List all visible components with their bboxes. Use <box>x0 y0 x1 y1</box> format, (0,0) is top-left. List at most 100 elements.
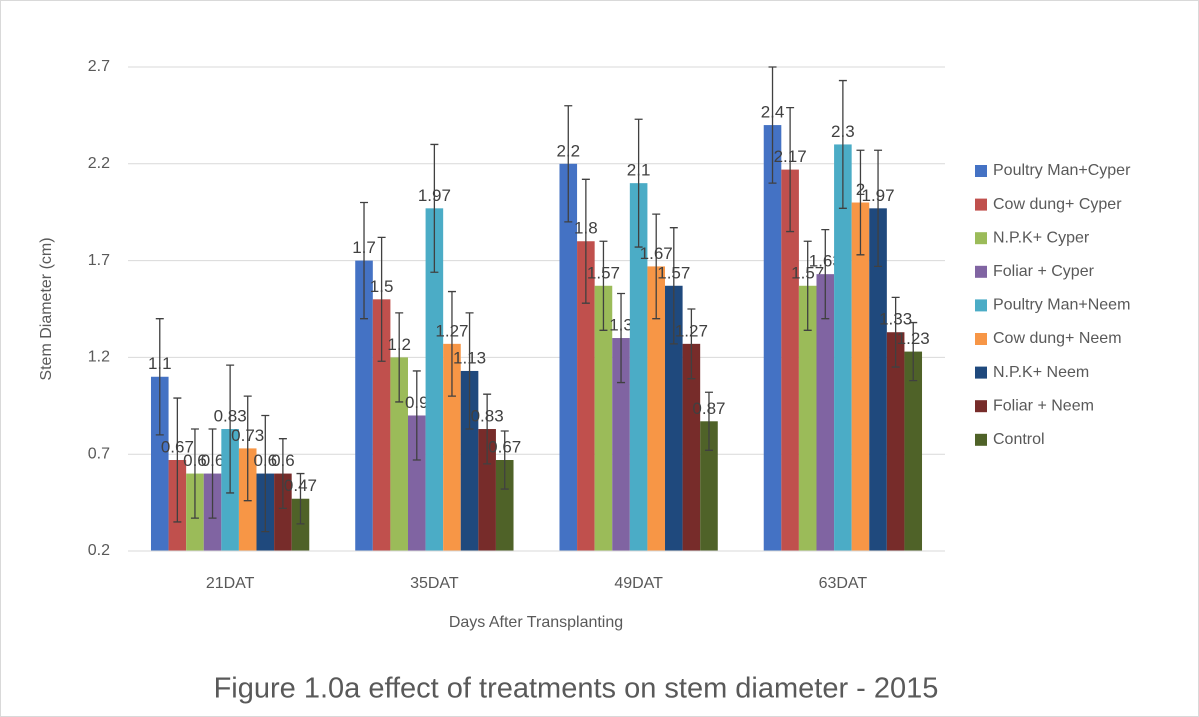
bar <box>390 357 408 551</box>
legend-label: Poultry Man+Neem <box>993 297 1130 314</box>
data-label: 0.73 <box>231 426 264 445</box>
legend-label: Control <box>993 431 1045 448</box>
error-bar <box>909 321 918 382</box>
data-label: 0.87 <box>692 399 725 418</box>
error-bar <box>447 290 456 397</box>
bar <box>665 285 683 551</box>
bar <box>443 343 461 551</box>
y-tick-label: 0.7 <box>88 445 110 462</box>
error-bar <box>599 240 608 331</box>
legend-swatch <box>975 433 987 446</box>
y-tick-label: 2.2 <box>88 155 110 172</box>
data-label: 2.17 <box>774 147 807 166</box>
data-label: 1.33 <box>879 310 912 329</box>
legend-swatch <box>975 165 987 177</box>
y-tick-label: 0.2 <box>88 542 110 559</box>
bar <box>355 260 373 551</box>
data-label: 1.1 <box>148 354 172 373</box>
bar <box>425 208 444 551</box>
error-bar <box>803 240 812 331</box>
error-bar <box>261 414 270 533</box>
bar <box>495 460 514 551</box>
legend-label: Poultry Man+Cyper <box>993 162 1131 179</box>
bar <box>834 144 852 551</box>
legend-swatch <box>975 299 987 312</box>
bar <box>629 183 648 551</box>
bar <box>274 473 292 551</box>
error-bar <box>296 472 305 525</box>
data-label: 0.9 <box>405 393 429 412</box>
bar <box>478 429 496 551</box>
x-axis-title: Days After Transplanting <box>449 614 623 631</box>
error-bar <box>581 178 590 304</box>
legend-swatch <box>975 265 987 278</box>
x-tick-label: 49DAT <box>614 575 663 592</box>
bar <box>869 208 887 551</box>
error-bar <box>395 312 404 403</box>
y-tick-label: 2.7 <box>88 58 110 75</box>
bar <box>150 376 169 551</box>
error-bar <box>704 391 713 451</box>
x-tick-label: 21DAT <box>206 575 255 592</box>
data-label: 1.63 <box>809 252 842 271</box>
error-bar <box>786 107 795 233</box>
legend-swatch <box>975 232 987 245</box>
data-label: 1.57 <box>587 263 620 282</box>
error-bar <box>768 66 777 184</box>
error-bar <box>278 438 287 510</box>
error-bar <box>360 201 369 320</box>
bar <box>647 266 666 551</box>
data-label: 2.1 <box>627 161 651 180</box>
data-label: 2.3 <box>831 122 855 141</box>
legend-label: Foliar + Neem <box>993 397 1094 414</box>
error-bar <box>465 312 474 430</box>
error-bar <box>652 213 661 320</box>
bar <box>291 498 310 551</box>
bar <box>407 415 426 551</box>
data-label: 0.83 <box>214 407 247 426</box>
data-label: 2.2 <box>556 141 580 160</box>
bar <box>612 338 630 551</box>
error-bar <box>243 395 252 502</box>
legend-swatch <box>975 400 987 413</box>
data-label: 1.7 <box>352 238 376 257</box>
y-tick-label: 1.7 <box>88 252 110 269</box>
error-bar <box>564 105 573 223</box>
bar <box>781 169 799 551</box>
legend-swatch <box>975 333 987 345</box>
bar <box>594 285 613 551</box>
data-label: 2.4 <box>761 103 785 122</box>
bar <box>816 274 835 551</box>
error-bar <box>500 430 509 490</box>
y-tick-label: 1.2 <box>88 349 110 366</box>
data-label: 0.83 <box>471 407 504 426</box>
data-label: 1.5 <box>370 277 394 296</box>
data-label: 1.2 <box>387 335 411 354</box>
error-bar <box>634 118 643 248</box>
error-bar <box>226 364 235 494</box>
error-bar <box>173 397 182 523</box>
data-label: 0.6 <box>183 451 207 470</box>
y-axis-title: Stem Diameter (cm) <box>38 237 55 380</box>
bar <box>682 343 701 551</box>
data-label: 0.6 <box>253 451 277 470</box>
data-label: 0.6 <box>271 451 295 470</box>
caption: Figure 1.0a effect of treatments on stem… <box>214 673 939 705</box>
error-bar <box>821 228 830 320</box>
data-label: 1.27 <box>675 321 708 340</box>
error-bar <box>377 236 386 362</box>
error-bar <box>617 292 626 384</box>
error-bar <box>190 428 199 519</box>
data-label: 1.27 <box>435 321 468 340</box>
bar <box>577 241 595 552</box>
data-label: 1.67 <box>640 244 673 263</box>
error-bar <box>669 227 678 345</box>
data-label: 1.3 <box>609 316 633 335</box>
x-tick-label: 35DAT <box>410 575 459 592</box>
data-label: 1.97 <box>862 186 895 205</box>
data-label: 1.23 <box>897 329 930 348</box>
legend-swatch <box>975 366 987 379</box>
error-bar <box>874 149 883 268</box>
x-tick-label: 63DAT <box>819 575 868 592</box>
